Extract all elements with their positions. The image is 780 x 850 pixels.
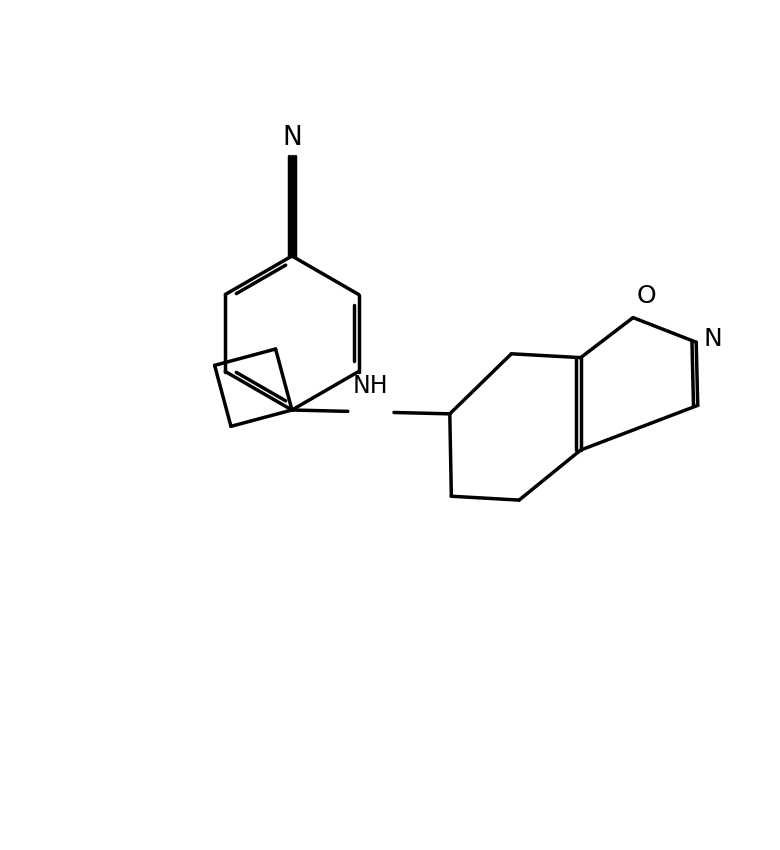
- Text: O: O: [636, 285, 656, 309]
- Text: N: N: [704, 327, 722, 351]
- Text: NH: NH: [353, 374, 388, 398]
- Text: N: N: [282, 125, 302, 151]
